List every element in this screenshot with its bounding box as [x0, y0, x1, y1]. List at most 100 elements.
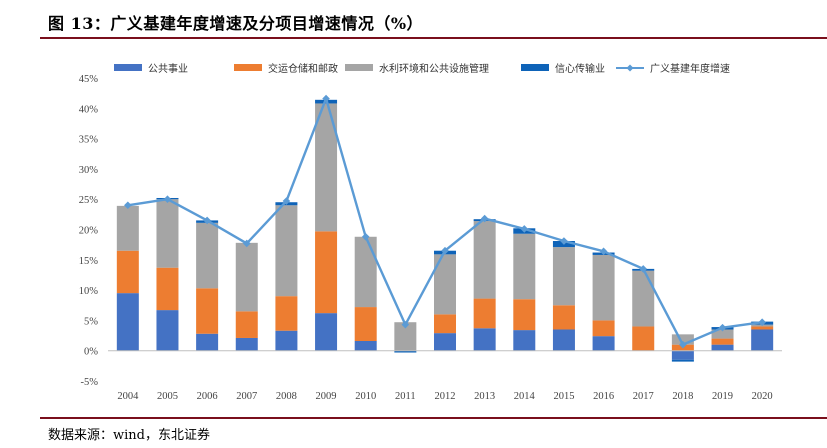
bar-segment: [632, 326, 655, 351]
x-tick-label: 2006: [197, 391, 218, 402]
bar-segment: [354, 236, 377, 308]
line-point: [124, 201, 132, 210]
x-tick-label: 2019: [712, 391, 733, 402]
bar-segment: [513, 299, 536, 331]
bar-segment: [552, 305, 575, 330]
y-tick-label: 35%: [79, 135, 99, 146]
bar-segment: [632, 270, 655, 327]
bar-segment: [156, 267, 179, 311]
line-point: [361, 232, 370, 241]
source-rule: [40, 417, 827, 419]
bar-segment: [235, 242, 258, 312]
x-tick-label: 2020: [752, 391, 773, 402]
bar-segment: [315, 103, 338, 232]
y-tick-label: 30%: [79, 165, 99, 176]
figure-title: 图 13：广义基建年度增速及分项目增速情况（%）: [48, 14, 424, 33]
bar-segment: [116, 293, 139, 351]
legend-swatch: [345, 64, 373, 71]
y-tick-label: 40%: [79, 104, 99, 115]
legend-label: 广义基建年度增速: [650, 62, 730, 75]
legend-swatch: [234, 64, 262, 71]
bar-segment: [671, 334, 694, 345]
legend-marker: [626, 64, 634, 72]
bar-segment: [196, 288, 219, 334]
bar-segment: [671, 350, 694, 360]
bar-segment: [434, 254, 456, 315]
x-axis: 2004 2005 2006 2007 2008 2009 2010 2011 2012 2013…: [117, 391, 772, 402]
bar-segment: [552, 247, 575, 306]
line-point: [322, 94, 330, 103]
bar-segment: [394, 322, 417, 351]
x-tick-label: 2015: [553, 391, 574, 402]
x-tick-label: 2004: [117, 391, 139, 402]
y-tick-label: 45%: [79, 74, 99, 85]
bar-segment: [513, 233, 536, 300]
y-tick-label: 25%: [79, 195, 99, 206]
y-tick-label: 10%: [79, 286, 99, 297]
line-point: [282, 197, 291, 205]
bar-segment: [751, 326, 774, 330]
bar-segment: [275, 296, 298, 331]
x-tick-label: 2011: [395, 391, 416, 402]
x-tick-label: 2017: [633, 391, 654, 402]
legend-label: 公共事业: [148, 62, 188, 75]
line-point: [242, 239, 251, 248]
y-tick-label: -5%: [81, 377, 99, 388]
bar-segment: [552, 329, 575, 351]
bar-segment: [394, 350, 417, 353]
bar-segment: [671, 359, 694, 362]
x-tick-label: 2013: [474, 391, 495, 402]
bar-segment: [592, 320, 615, 337]
bar-segment: [156, 199, 179, 268]
x-tick-label: 2016: [593, 391, 614, 402]
bar-segment: [315, 313, 338, 351]
line-point: [758, 318, 766, 327]
line-point: [679, 340, 687, 349]
bar-segment: [711, 344, 734, 351]
bar-segment: [473, 221, 496, 299]
bar-segment: [116, 250, 139, 294]
bar-segment: [275, 205, 298, 297]
bar-segment: [354, 341, 377, 351]
x-tick-label: 2007: [236, 391, 257, 402]
legend-label: 水利环境和公共设施管理: [379, 62, 489, 75]
line-point: [520, 225, 529, 233]
bar-segment: [434, 333, 456, 351]
legend-swatch: [521, 64, 549, 71]
bar-segment: [751, 329, 774, 351]
chart-legend: 公共事业 交运仓储和邮政 水利环境和公共设施管理 信心传输业 广义基建年度增速: [114, 62, 730, 75]
y-tick-label: 5%: [84, 316, 98, 327]
legend-label: 信心传输业: [555, 62, 605, 75]
y-tick-label: 20%: [79, 226, 99, 237]
x-tick-label: 2008: [276, 391, 297, 402]
line-point: [718, 323, 727, 332]
x-tick-label: 2009: [316, 391, 337, 402]
bar-segment: [592, 254, 615, 321]
x-tick-label: 2010: [355, 391, 376, 402]
y-tick-label: 0%: [84, 347, 98, 358]
y-tick-label: 15%: [79, 256, 99, 267]
bar-segment: [116, 205, 139, 251]
bar-segment: [196, 333, 219, 351]
line-series: [124, 94, 766, 349]
bar-segment: [434, 314, 456, 334]
title-rule: [40, 37, 827, 39]
bar-segment: [196, 222, 219, 289]
x-tick-label: 2005: [157, 391, 178, 402]
bar-segment: [354, 307, 377, 342]
line-point: [203, 216, 211, 225]
bar-segment: [473, 328, 496, 351]
legend-swatch: [114, 64, 142, 71]
legend-label: 交运仓储和邮政: [268, 62, 338, 75]
x-tick-label: 2018: [672, 391, 693, 402]
bar-segment: [473, 298, 496, 329]
x-tick-label: 2012: [435, 391, 456, 402]
line-point: [480, 214, 489, 223]
bar-segment: [235, 337, 258, 351]
bar-segment: [235, 311, 258, 338]
x-tick-label: 2014: [514, 391, 536, 402]
bar-segment: [711, 329, 734, 339]
line-point: [163, 195, 172, 203]
bar-series: [116, 99, 774, 362]
